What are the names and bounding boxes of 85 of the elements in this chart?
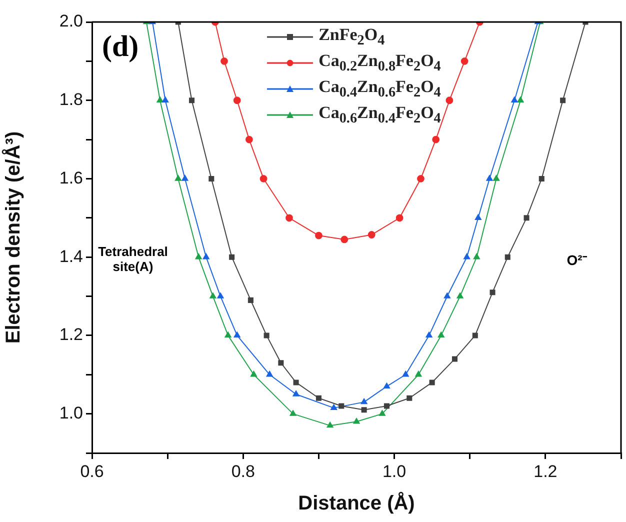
point (368, 231, 376, 238)
point (188, 98, 195, 104)
point (330, 404, 338, 410)
point (396, 214, 404, 222)
point (415, 370, 422, 377)
point (326, 422, 334, 428)
legend-label: Ca$_{0.4}$Zn$_{0.6}$Fe$_{2}$O$_{4}$ (318, 76, 441, 102)
point (560, 98, 566, 104)
point (293, 380, 299, 386)
point (486, 175, 493, 181)
point (538, 176, 544, 182)
y-tick-label: 1.0 (59, 404, 83, 423)
y-tick-label: 1.2 (59, 325, 83, 344)
legend-label: Ca$_{0.6}$Zn$_{0.4}$Fe$_{2}$O$_{4}$ (318, 102, 441, 128)
point (460, 57, 468, 65)
point (438, 332, 444, 338)
x-tick-label: 1.2 (534, 462, 558, 481)
point (286, 214, 293, 222)
y-axis-title: Electron density (e/Å³) (2, 131, 25, 344)
point (360, 398, 368, 404)
point (444, 292, 450, 298)
x-axis-title: Distance (Å) (298, 492, 415, 515)
point (266, 370, 273, 377)
point (290, 410, 296, 416)
point (229, 254, 235, 260)
point (195, 253, 202, 260)
point (340, 236, 348, 244)
annotation: O²⁻ (566, 251, 588, 269)
point (432, 136, 440, 144)
x-tick-label: 0.8 (231, 462, 255, 481)
point (208, 176, 214, 182)
point (426, 332, 432, 338)
point (378, 410, 386, 416)
y-tick-label: 1.6 (59, 168, 83, 188)
point (417, 175, 424, 182)
point (248, 297, 254, 303)
annotation: Tetrahedral site(A) (97, 244, 169, 274)
point (446, 96, 454, 104)
point (383, 382, 390, 388)
point (338, 403, 344, 409)
point (202, 253, 210, 260)
point (517, 96, 524, 102)
point (402, 370, 409, 377)
point (511, 96, 518, 102)
point (292, 390, 300, 396)
point (210, 292, 216, 298)
point (353, 418, 360, 424)
point (156, 96, 164, 102)
point (234, 332, 240, 338)
point (429, 380, 435, 386)
point (472, 332, 478, 338)
point (406, 395, 412, 401)
y-tick-label: 2.0 (59, 12, 83, 31)
x-tick-label: 0.6 (80, 462, 104, 481)
point (162, 96, 169, 102)
point (315, 232, 322, 240)
y-tick-label: 1.8 (59, 90, 83, 110)
point (473, 253, 480, 260)
point (361, 407, 367, 413)
point (316, 395, 322, 401)
x-tick-label: 1.0 (382, 462, 406, 481)
point (250, 370, 257, 377)
point (174, 175, 182, 181)
point (456, 292, 464, 298)
point (452, 356, 458, 362)
point (278, 360, 284, 366)
point (464, 253, 470, 260)
point (182, 175, 188, 181)
point (224, 332, 232, 338)
point (474, 214, 482, 220)
point (490, 290, 496, 296)
point (504, 254, 510, 260)
legend-label: Ca$_{0.2}$Zn$_{0.8}$Fe$_{2}$O$_{4}$ (318, 50, 441, 76)
y-tick-label: 1.4 (59, 246, 83, 266)
point (220, 57, 228, 65)
point (233, 96, 241, 104)
point (384, 403, 390, 409)
point (245, 136, 253, 144)
point (217, 292, 224, 298)
legend-label: ZnFe$_{2}$O$_{4}$ (318, 24, 385, 50)
point (260, 175, 268, 182)
point (524, 215, 530, 221)
point (264, 332, 270, 338)
point (493, 175, 500, 181)
annotation: (d) (102, 30, 140, 64)
